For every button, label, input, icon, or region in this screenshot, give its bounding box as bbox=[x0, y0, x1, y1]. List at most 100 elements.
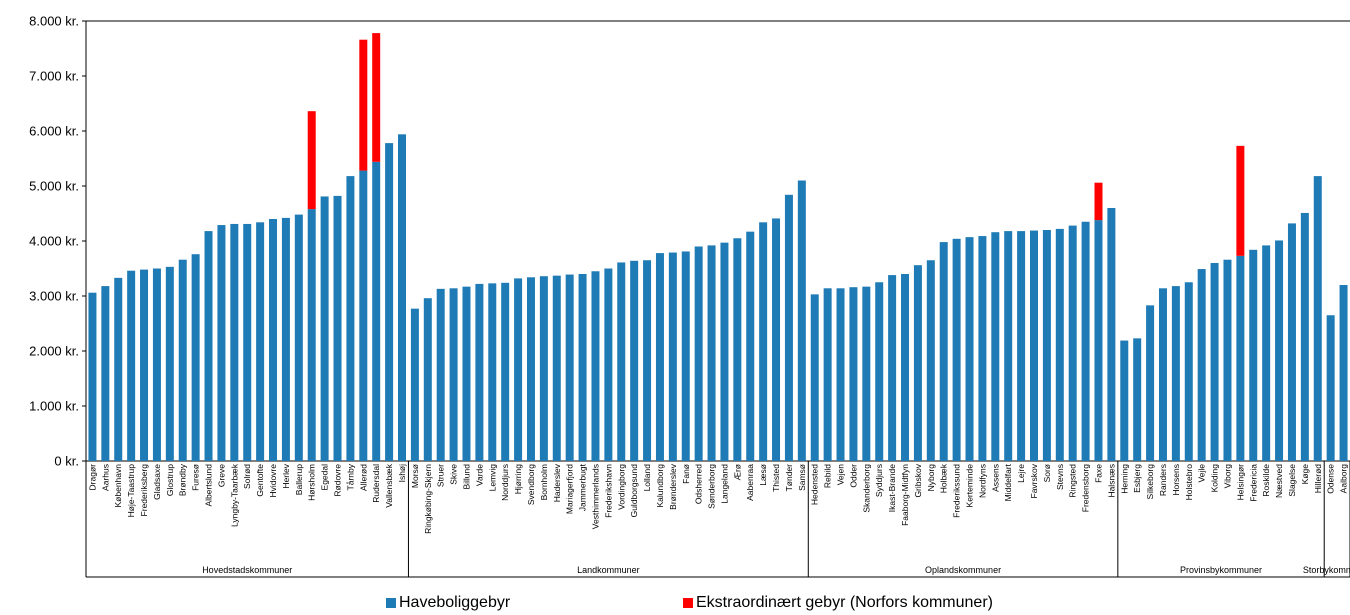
x-category-label: Frederiksberg bbox=[139, 464, 149, 517]
bar-base bbox=[243, 223, 252, 461]
bar-base bbox=[875, 282, 884, 461]
x-category-label: Odder bbox=[848, 464, 858, 488]
x-category-label: Ringkøbing-Skjern bbox=[423, 464, 433, 534]
bar-base bbox=[591, 271, 600, 461]
bar-base bbox=[346, 176, 355, 461]
x-category-label: Kolding bbox=[1210, 464, 1220, 493]
bar-base bbox=[836, 288, 845, 461]
bar-base bbox=[952, 238, 961, 461]
bar-base bbox=[178, 259, 187, 461]
x-category-label: Langeland bbox=[719, 464, 729, 504]
x-category-label: København bbox=[113, 464, 123, 508]
x-category-label: Vesthimmerlands bbox=[590, 464, 600, 529]
x-category-label: Samsø bbox=[797, 464, 807, 491]
bar-base bbox=[1017, 231, 1026, 461]
x-category-label: Viborg bbox=[1222, 464, 1232, 489]
x-category-label: Aarhus bbox=[100, 464, 110, 491]
x-category-label: Tønder bbox=[784, 464, 794, 492]
bar-base bbox=[101, 286, 110, 461]
bar-base bbox=[733, 238, 742, 461]
x-category-label: Haderslev bbox=[552, 463, 562, 502]
bar-base bbox=[230, 223, 239, 461]
bar-base bbox=[1326, 315, 1335, 461]
x-category-label: Fredericia bbox=[1248, 464, 1258, 502]
x-category-label: Fanø bbox=[681, 464, 691, 484]
bar-base bbox=[140, 269, 149, 461]
bar-base bbox=[191, 254, 200, 461]
x-category-label: Lyngby-Taarbæk bbox=[229, 463, 239, 527]
x-category-label: Hjørring bbox=[513, 464, 523, 494]
x-category-label: Solrød bbox=[242, 464, 252, 489]
group-label: Provinsbykommuner bbox=[1180, 565, 1262, 575]
x-category-label: Ringsted bbox=[1068, 464, 1078, 498]
bar-base bbox=[991, 232, 1000, 461]
x-category-label: Helsingør bbox=[1235, 464, 1245, 501]
bar-extra bbox=[1094, 182, 1103, 221]
bar-extra bbox=[1236, 145, 1245, 256]
x-category-label: Aabenraa bbox=[745, 464, 755, 501]
bar-base bbox=[449, 288, 458, 461]
x-category-label: Nyborg bbox=[926, 464, 936, 492]
x-category-label: Billund bbox=[461, 464, 471, 490]
x-category-label: Aalborg bbox=[1339, 464, 1349, 494]
bar-base bbox=[1068, 225, 1077, 461]
x-category-label: Middelfart bbox=[1003, 463, 1013, 501]
x-category-label: Tårnby bbox=[345, 463, 355, 490]
bar-base bbox=[578, 274, 587, 461]
x-category-label: Thisted bbox=[771, 464, 781, 492]
bar-base bbox=[1223, 259, 1232, 461]
legend-item-extra: Ekstraordinært gebyr (Norfors kommuner) bbox=[683, 594, 993, 612]
x-category-label: Faaborg-Midtfyn bbox=[900, 464, 910, 526]
bar-base bbox=[810, 294, 819, 461]
bar-chart: 0 kr. 1.000 kr. 2.000 kr. 3.000 kr. 4.000 kr… bbox=[29, 14, 1350, 578]
bar-base bbox=[772, 218, 781, 461]
bar-base bbox=[1236, 255, 1245, 461]
bar-base bbox=[643, 260, 652, 461]
x-category-label: Halsnæs bbox=[1106, 464, 1116, 498]
x-category-label: Bornholm bbox=[539, 464, 549, 500]
y-tick-label: 8.000 kr. bbox=[29, 14, 79, 29]
legend-label-base: Haveboliggebyr bbox=[399, 594, 511, 611]
x-category-label: Nordfyns bbox=[977, 464, 987, 498]
x-category-label: Hørsholm bbox=[307, 464, 317, 501]
bar-base bbox=[462, 286, 471, 461]
x-category-label: Albertslund bbox=[204, 464, 214, 507]
x-category-label: Silkeborg bbox=[1145, 464, 1155, 500]
x-category-label: Furesø bbox=[191, 464, 201, 491]
x-category-label: Rebild bbox=[823, 464, 833, 488]
x-category-label: Herning bbox=[1119, 464, 1129, 494]
x-category-label: Gladsaxe bbox=[152, 464, 162, 500]
x-category-label: Slagelse bbox=[1287, 464, 1297, 497]
x-category-label: Ikast-Brande bbox=[887, 464, 897, 512]
x-category-label: Odsherred bbox=[694, 464, 704, 504]
x-category-label: Hvidovre bbox=[268, 464, 278, 498]
x-category-label: Mariagerfjord bbox=[565, 464, 575, 514]
bar-base bbox=[514, 278, 523, 461]
x-category-label: Køge bbox=[1300, 464, 1310, 485]
x-category-label: Skive bbox=[449, 464, 459, 485]
bar-base bbox=[165, 266, 174, 461]
x-category-label: Guldborgsund bbox=[629, 464, 639, 518]
bar-base bbox=[204, 231, 213, 461]
x-category-label: Vejle bbox=[1197, 464, 1207, 483]
bar-base bbox=[1120, 340, 1129, 461]
bar-base bbox=[398, 134, 406, 462]
bar-base bbox=[307, 209, 316, 461]
bar-base bbox=[372, 161, 381, 462]
bar-base bbox=[410, 308, 419, 461]
bar-base bbox=[281, 217, 290, 461]
y-tick-label: 6.000 kr. bbox=[29, 124, 79, 139]
bar-base bbox=[1300, 212, 1309, 461]
legend-swatch-extra bbox=[683, 598, 693, 608]
bar-base bbox=[720, 242, 729, 461]
bar-base bbox=[965, 237, 974, 461]
x-category-label: Frederikssund bbox=[952, 464, 962, 518]
x-category-label: Lemvig bbox=[487, 464, 497, 492]
x-category-label: Sorø bbox=[1042, 464, 1052, 482]
x-category-label: Sønderborg bbox=[707, 464, 717, 509]
x-category-label: Rødovre bbox=[333, 464, 343, 497]
x-category-label: Norddjurs bbox=[500, 464, 510, 501]
bar-base bbox=[385, 143, 394, 461]
bar-base bbox=[152, 268, 161, 461]
bar-base bbox=[565, 274, 574, 461]
